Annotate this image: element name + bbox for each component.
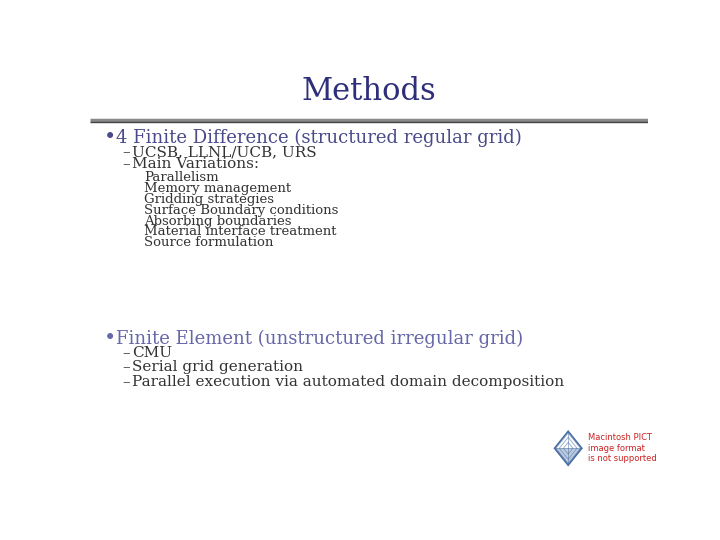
Text: –: –: [122, 375, 130, 389]
Text: 4 Finite Difference (structured regular grid): 4 Finite Difference (structured regular …: [117, 129, 522, 147]
Text: Material interface treatment: Material interface treatment: [144, 225, 337, 238]
Polygon shape: [554, 448, 582, 465]
Text: Parallelism: Parallelism: [144, 172, 219, 185]
Text: –: –: [122, 346, 130, 360]
Text: –: –: [122, 360, 130, 374]
Text: Methods: Methods: [302, 76, 436, 107]
Text: –: –: [122, 157, 130, 171]
Text: Finite Element (unstructured irregular grid): Finite Element (unstructured irregular g…: [117, 330, 523, 348]
Text: •: •: [104, 329, 116, 348]
Text: Macintosh PICT
image format
is not supported: Macintosh PICT image format is not suppo…: [588, 434, 657, 463]
Text: Parallel execution via automated domain decomposition: Parallel execution via automated domain …: [132, 375, 564, 389]
Text: Main Variations:: Main Variations:: [132, 157, 259, 171]
Text: Source formulation: Source formulation: [144, 236, 274, 249]
Text: UCSB, LLNL/UCB, URS: UCSB, LLNL/UCB, URS: [132, 145, 317, 159]
Text: Absorbing boundaries: Absorbing boundaries: [144, 214, 292, 228]
Text: Gridding strategies: Gridding strategies: [144, 193, 274, 206]
Text: –: –: [122, 145, 130, 159]
Text: CMU: CMU: [132, 346, 172, 360]
Text: Serial grid generation: Serial grid generation: [132, 360, 303, 374]
Text: •: •: [104, 129, 116, 147]
Text: Surface Boundary conditions: Surface Boundary conditions: [144, 204, 338, 217]
Text: Memory management: Memory management: [144, 183, 292, 195]
